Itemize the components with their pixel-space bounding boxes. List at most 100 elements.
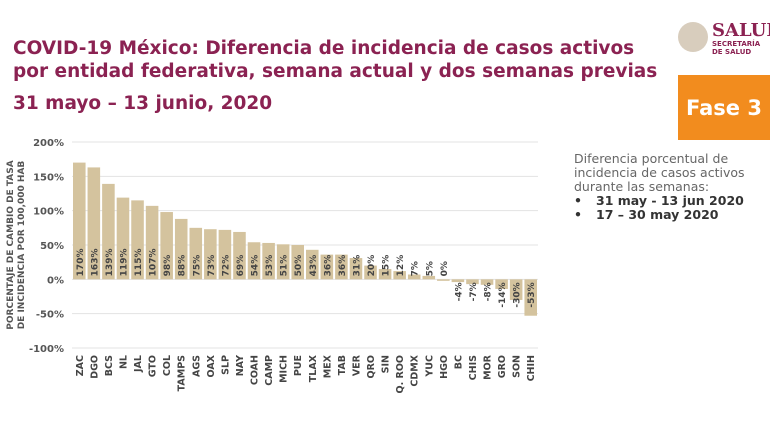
data-label: 31% — [352, 255, 362, 277]
bar — [437, 279, 450, 281]
bar — [349, 258, 363, 280]
bar — [291, 245, 304, 280]
x-tick-label: NAY — [235, 355, 246, 376]
data-label: 73% — [207, 255, 217, 277]
data-label: 163% — [90, 249, 100, 277]
data-label: -4% — [454, 282, 464, 301]
x-tick-label: MOR — [483, 354, 494, 380]
x-tick-label: PUE — [293, 355, 304, 376]
logo-text: SALUD — [712, 20, 770, 41]
x-tick-label: JAL — [133, 355, 144, 373]
bar — [495, 279, 508, 289]
x-tick-label: NL — [118, 355, 129, 369]
x-tick-label: CAMP — [264, 355, 275, 386]
y-tick-label: 200% — [33, 138, 64, 149]
bar — [524, 279, 537, 316]
phase-badge: Fase 3 — [678, 75, 770, 140]
bar — [422, 275, 436, 280]
bar — [145, 205, 159, 280]
x-tick-label: SLP — [220, 355, 231, 375]
x-tick-label: CHIS — [468, 355, 479, 380]
data-label: 75% — [192, 255, 202, 277]
bar — [131, 200, 144, 280]
data-label: 36% — [323, 255, 333, 277]
x-tick-label: CHIH — [526, 355, 537, 381]
legend-text: Diferencia porcentual de incidencia de c… — [574, 151, 745, 194]
y-tick-label: 0% — [47, 275, 64, 286]
y-tick-label: 50% — [40, 241, 64, 252]
bar — [276, 244, 290, 280]
y-tick-label: 150% — [33, 172, 64, 183]
data-label: 12% — [396, 255, 406, 277]
x-tick-label: HGO — [439, 355, 450, 379]
data-label: -30% — [513, 282, 523, 307]
data-label: 139% — [105, 249, 115, 277]
bar — [407, 274, 421, 280]
bar — [262, 242, 275, 280]
bar — [247, 242, 261, 280]
legend: Diferencia porcentual de incidencia de c… — [574, 152, 764, 222]
x-tick-label: GTO — [148, 355, 159, 377]
page-title: COVID-19 México: Diferencia de incidenci… — [13, 38, 658, 82]
bar — [160, 212, 173, 280]
x-tick-label: ZAC — [75, 355, 86, 376]
bar — [335, 254, 348, 280]
bar — [393, 271, 406, 280]
y-axis-label: PORCENTAJE DE CAMBIO DE TASA — [6, 160, 16, 329]
logo-subtext: SECRETARÍA DE SALUD — [712, 40, 761, 56]
y-tick-label: 100% — [33, 207, 64, 218]
bar — [174, 218, 188, 280]
x-tick-label: YUC — [424, 355, 435, 378]
x-tick-label: TAB — [337, 355, 348, 375]
x-tick-label: OAX — [206, 354, 217, 377]
x-tick-label: COAH — [250, 355, 261, 385]
y-tick-label: -50% — [36, 310, 64, 321]
bar — [451, 279, 465, 283]
bar — [306, 249, 319, 280]
data-label: 20% — [367, 255, 377, 277]
x-tick-label: AGS — [191, 355, 202, 377]
x-tick-label: SON — [512, 355, 523, 378]
data-label: 51% — [280, 255, 290, 277]
salud-logo: SALUD SECRETARÍA DE SALUD — [678, 22, 770, 56]
data-label: 72% — [221, 255, 231, 277]
x-tick-label: BCS — [104, 355, 115, 376]
x-tick-label: MICH — [279, 355, 290, 383]
data-label: -7% — [469, 282, 479, 301]
seal-icon — [678, 22, 708, 52]
x-tick-label: VER — [351, 354, 362, 376]
data-label: 115% — [134, 249, 144, 277]
bar — [189, 227, 203, 280]
x-tick-label: SIN — [381, 355, 392, 373]
bar — [233, 231, 246, 280]
y-tick-label: -100% — [29, 344, 64, 355]
x-tick-label: QRO — [366, 355, 377, 378]
legend-item: • 17 – 30 may 2020 — [574, 207, 719, 222]
data-label: 5% — [425, 261, 435, 276]
data-label: -8% — [484, 282, 494, 301]
x-tick-label: COL — [162, 355, 173, 376]
x-tick-label: GRO — [497, 355, 508, 378]
date-range: 31 mayo – 13 junio, 2020 — [13, 93, 273, 114]
data-label: -53% — [527, 282, 537, 307]
data-label: 53% — [265, 255, 275, 277]
data-label: 0% — [440, 261, 450, 276]
data-label: 50% — [294, 255, 304, 277]
x-tick-label: TLAX — [308, 354, 319, 382]
bar — [102, 183, 115, 280]
legend-item: • 31 may - 13 jun 2020 — [574, 193, 744, 208]
data-label: 36% — [338, 255, 348, 277]
x-tick-label: MEX — [322, 354, 333, 378]
data-label: 7% — [411, 261, 421, 276]
bar — [218, 229, 232, 280]
bar — [480, 279, 494, 285]
bar — [116, 197, 130, 280]
data-label: 43% — [309, 255, 319, 277]
data-label: 88% — [178, 255, 188, 277]
x-tick-label: Q. ROO — [395, 355, 406, 393]
x-tick-label: CDMX — [410, 354, 421, 386]
y-axis-label: DE INCIDENCIA POR 100,000 HAB — [17, 161, 27, 330]
bar — [509, 279, 523, 300]
data-label: -14% — [498, 282, 508, 307]
